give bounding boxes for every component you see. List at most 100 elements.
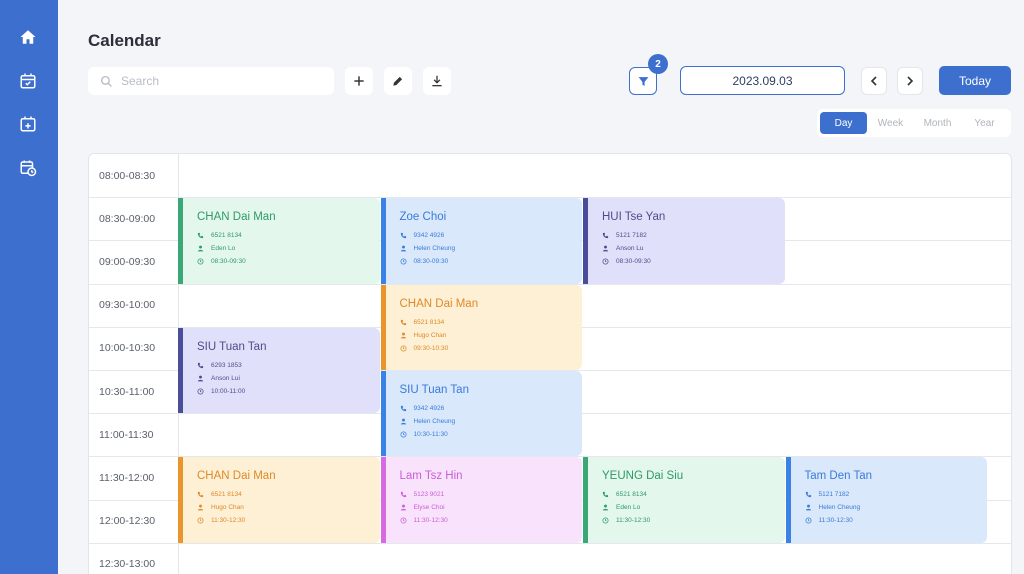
event-card[interactable]: Lam Tsz Hin 5123 9021 Elyse Choi 11:30-12:3… (380, 457, 583, 543)
clock-icon (197, 258, 211, 265)
calendar-check-icon[interactable] (17, 70, 39, 92)
event-staff: Helen Cheung (413, 245, 456, 253)
event-stripe (785, 457, 791, 543)
event-phone-row: 6293 1853 (197, 359, 380, 372)
event-client-name: Lam Tsz Hin (399, 470, 463, 483)
event-staff: Helen Cheung (818, 504, 861, 512)
event-stripe (380, 371, 386, 457)
event-staff: Hugo Chan (413, 331, 447, 339)
plus-icon (354, 76, 364, 86)
chevron-right-icon (907, 76, 914, 86)
event-time: 11:30-12:30 (413, 517, 448, 525)
search-icon (100, 75, 112, 87)
event-staff: Helen Cheung (413, 418, 456, 425)
event-stripe (380, 198, 386, 284)
view-option-month[interactable]: Month (923, 117, 952, 129)
event-phone: 9342 4926 (413, 232, 445, 240)
grid-line (89, 283, 1011, 285)
event-client-name: Zoe Choi (399, 211, 447, 224)
add-button[interactable] (345, 67, 373, 95)
event-client-name: YEUNG Dai Siu (602, 470, 684, 483)
clock-icon (602, 517, 616, 524)
event-card[interactable]: CHAN Dai Man 6521 8134 Hugo Chan 09:30-10:3… (380, 284, 583, 370)
event-client-name: CHAN Dai Man (197, 470, 276, 483)
event-phone: 6521 8134 (616, 491, 647, 499)
event-phone: 5121 7182 (616, 232, 647, 240)
event-card[interactable]: SIU Tuan Tan 6293 1853 Anson Lui 10:00-11:0… (178, 327, 380, 414)
event-client-name: HUI Tse Yan (602, 211, 666, 224)
event-client-name: CHAN Dai Man (197, 211, 276, 224)
event-phone-row: 5121 7182 (805, 488, 988, 501)
event-card[interactable]: CHAN Dai Man 6521 8134 Hugo Chan 11:30-12:3… (178, 457, 380, 543)
grid-line (89, 370, 1011, 371)
event-stripe (178, 457, 183, 543)
time-slot-label: 08:00-08:30 (99, 169, 156, 182)
day-schedule-grid: 08:00-08:30 08:30-09:00 09:00-09:30 09:30-1… (88, 153, 1012, 574)
search-box[interactable] (88, 67, 334, 95)
event-card[interactable]: CHAN Dai Man 6521 8134 Eden Lo 08:30-09:30 (178, 198, 380, 284)
event-time-row: 10:30-11:30 (400, 428, 583, 441)
event-time-row: 08:30-09:30 (197, 255, 380, 268)
prev-button[interactable] (861, 67, 887, 95)
view-option-week[interactable]: Week (877, 117, 904, 129)
calendar-clock-icon[interactable] (17, 157, 39, 179)
person-icon (602, 504, 616, 511)
search-input[interactable] (121, 74, 321, 88)
event-time-row: 08:30-09:30 (602, 255, 785, 268)
calendar-add-icon[interactable] (17, 113, 39, 135)
grid-line (89, 456, 1011, 458)
event-time-row: 11:30-12:30 (805, 514, 988, 527)
event-client-name: Tam Den Tan (804, 470, 873, 483)
time-slot-label: 12:30-13:00 (99, 558, 156, 571)
time-slot-label: 09:30-10:00 (99, 299, 156, 312)
event-staff: Anson Lu (616, 245, 644, 253)
event-staff-row: Anson Lui (197, 372, 380, 385)
event-time-row: 09:30-10:30 (400, 342, 583, 355)
download-icon (432, 75, 442, 87)
home-icon[interactable] (17, 26, 39, 48)
event-time: 08:30-09:30 (616, 258, 651, 266)
event-staff-row: Elyse Choi (400, 501, 583, 514)
clock-icon (400, 345, 414, 352)
event-stripe (380, 284, 386, 370)
person-icon (197, 245, 211, 252)
event-staff-row: Eden Lo (197, 242, 380, 255)
event-staff: Eden Lo (211, 245, 236, 253)
time-slot-label: 11:30-12:00 (99, 471, 155, 484)
clock-icon (197, 388, 211, 395)
event-card[interactable]: SIU Tuan Tan 9342 4926 Helen Cheung 10:30-1… (380, 371, 583, 457)
event-stripe (583, 198, 588, 284)
event-card[interactable]: HUI Tse Yan 5121 7182 Anson Lu 08:30-09:30 (583, 198, 785, 284)
person-icon (400, 418, 414, 425)
today-button[interactable]: Today (939, 66, 1011, 95)
clock-icon (602, 258, 616, 265)
edit-button[interactable] (384, 67, 412, 95)
event-staff: Hugo Chan (211, 504, 244, 512)
event-time: 11:30-12:30 (211, 517, 246, 525)
sidebar (0, 0, 58, 574)
event-phone-row: 9342 4926 (400, 402, 583, 415)
event-card[interactable]: Tam Den Tan 5121 7182 Helen Cheung 11:30-12… (785, 457, 988, 543)
event-staff: Eden Lo (616, 504, 641, 512)
person-icon (197, 504, 211, 511)
view-option-year[interactable]: Year (974, 117, 995, 129)
pencil-icon (393, 76, 403, 86)
person-icon (400, 332, 414, 339)
date-field[interactable]: 2023.09.03 (680, 66, 845, 95)
person-icon (805, 504, 819, 511)
phone-icon (197, 232, 211, 239)
event-staff-row: Helen Cheung (805, 501, 988, 514)
event-phone: 6521 8134 (413, 318, 445, 326)
phone-icon (197, 491, 211, 498)
filter-icon (638, 76, 648, 86)
next-button[interactable] (897, 67, 923, 95)
person-icon (400, 245, 414, 252)
event-client-name: SIU Tuan Tan (399, 384, 469, 396)
time-column: 08:00-08:30 08:30-09:00 09:00-09:30 09:30-1… (89, 154, 179, 574)
person-icon (602, 245, 616, 252)
download-button[interactable] (423, 67, 451, 95)
event-card[interactable]: YEUNG Dai Siu 6521 8134 Eden Lo 11:30-12:30 (583, 457, 785, 543)
view-option-day[interactable]: Day (820, 112, 867, 134)
event-card[interactable]: Zoe Choi 9342 4926 Helen Cheung 08:30-09:30 (380, 198, 582, 284)
clock-icon (400, 431, 414, 438)
